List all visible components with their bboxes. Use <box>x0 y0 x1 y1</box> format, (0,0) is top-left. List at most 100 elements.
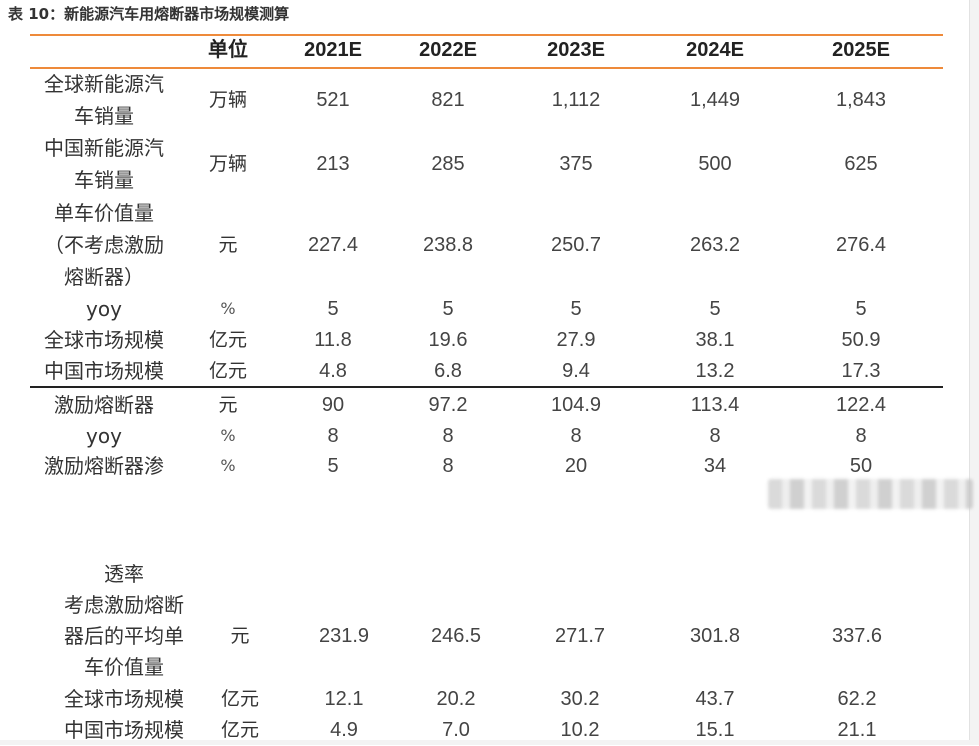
row-label: 激励熔断器渗 <box>44 454 164 478</box>
row-label: yoy <box>86 424 122 448</box>
table-cell: 97.2 <box>428 394 468 416</box>
table-cell: 8 <box>709 425 721 447</box>
table-cell: 301.8 <box>689 625 741 647</box>
table-cell: 50.9 <box>841 329 881 351</box>
table-cell: 8 <box>327 425 339 447</box>
table-cell: 43.7 <box>695 688 735 710</box>
table-cell: 27.9 <box>556 329 596 351</box>
table-cell: 104.9 <box>550 394 602 416</box>
row-label: 中国市场规模 <box>64 718 184 742</box>
row-unit: 元 <box>230 625 250 647</box>
table-cell: 8 <box>570 425 582 447</box>
table-cell: 19.6 <box>428 329 468 351</box>
table-cell: 38.1 <box>695 329 735 351</box>
table-cell: 276.4 <box>835 234 887 256</box>
row-label: 中国新能源汽 <box>44 136 164 160</box>
table-cell: 11.8 <box>314 329 352 351</box>
table-cell: 231.9 <box>318 625 370 647</box>
table-cell: 15.1 <box>695 719 735 741</box>
row-unit: 元 <box>218 394 238 416</box>
column-header-unit: 单位 <box>208 39 248 61</box>
table-cell: 8 <box>855 425 867 447</box>
table-cell: 5 <box>442 298 454 320</box>
watermark-blur <box>768 479 973 509</box>
row-label: yoy <box>86 297 122 321</box>
column-header-year: 2025E <box>832 39 890 61</box>
row-unit: 万辆 <box>208 153 248 175</box>
table-cell: 90 <box>321 394 345 416</box>
column-header-year: 2022E <box>419 39 477 61</box>
table-cell: 34 <box>703 455 727 477</box>
table-cell: 113.4 <box>690 394 740 416</box>
table-cell: 50 <box>849 455 873 477</box>
row-label: 车销量 <box>74 168 134 192</box>
table-cell: 625 <box>844 153 878 175</box>
table-cell: 521 <box>316 89 350 111</box>
table-title: 表 10：新能源汽车用熔断器市场规模测算 <box>8 5 290 23</box>
window-edge-right <box>969 0 979 745</box>
table-cell: 227.4 <box>307 234 359 256</box>
row-label: 全球新能源汽 <box>44 72 164 96</box>
table-cell: 4.9 <box>330 719 358 741</box>
row-unit: 元 <box>218 234 238 256</box>
table-cell: 1,112 <box>551 89 601 111</box>
row-label: 车销量 <box>74 104 134 128</box>
table-cell: 337.6 <box>831 625 883 647</box>
table-cell: 21.1 <box>837 719 877 741</box>
table-cell: 263.2 <box>689 234 741 256</box>
table-cell: 821 <box>431 89 465 111</box>
row-label: 全球市场规模 <box>64 687 184 711</box>
column-header-year: 2023E <box>547 39 605 61</box>
table-cell: 12.1 <box>324 688 364 710</box>
column-header-year: 2024E <box>686 39 744 61</box>
table-cell: 17.3 <box>841 360 881 382</box>
row-label: 透率 <box>104 562 144 586</box>
header-top-rule <box>30 34 943 36</box>
row-label: 考虑激励熔断 <box>64 593 184 617</box>
row-label: 中国市场规模 <box>44 359 164 383</box>
table-cell: 7.0 <box>442 719 470 741</box>
section-divider <box>30 386 943 388</box>
row-unit: 亿元 <box>208 360 248 382</box>
window-edge-bottom <box>0 740 979 745</box>
table-cell: 13.2 <box>695 360 735 382</box>
table-cell: 8 <box>442 425 454 447</box>
table-cell: 8 <box>442 455 454 477</box>
table-cell: 1,843 <box>835 89 887 111</box>
header-bottom-rule <box>30 67 943 69</box>
table-cell: 285 <box>431 153 465 175</box>
row-label: 器后的平均单 <box>64 624 184 648</box>
row-unit: 万辆 <box>208 89 248 111</box>
table-cell: 5 <box>709 298 721 320</box>
row-label: 全球市场规模 <box>44 328 164 352</box>
row-unit: 亿元 <box>220 719 260 741</box>
table-cell: 250.7 <box>550 234 602 256</box>
row-label: 车价值量 <box>84 655 164 679</box>
table-cell: 20.2 <box>436 688 476 710</box>
table-cell: 20 <box>564 455 588 477</box>
row-unit: 亿元 <box>208 329 248 351</box>
row-unit: % <box>220 426 236 445</box>
column-header-year: 2021E <box>304 39 362 61</box>
table-cell: 122.4 <box>835 394 887 416</box>
table-cell: 375 <box>559 153 593 175</box>
table-cell: 5 <box>327 298 339 320</box>
row-label: 熔断器） <box>64 265 144 289</box>
table-cell: 5 <box>327 455 339 477</box>
row-unit: % <box>220 299 236 318</box>
table-cell: 5 <box>570 298 582 320</box>
table-cell: 500 <box>698 153 732 175</box>
row-unit: % <box>220 456 236 475</box>
table-cell: 1,449 <box>689 89 741 111</box>
table-cell: 5 <box>855 298 867 320</box>
table-cell: 6.8 <box>434 360 462 382</box>
table-cell: 9.4 <box>562 360 590 382</box>
row-label: （不考虑激励 <box>44 233 164 257</box>
table-cell: 62.2 <box>837 688 877 710</box>
row-label: 单车价值量 <box>54 201 154 225</box>
table-cell: 30.2 <box>560 688 600 710</box>
table-cell: 271.7 <box>554 625 606 647</box>
table-cell: 238.8 <box>422 234 474 256</box>
row-label: 激励熔断器 <box>54 393 154 417</box>
row-unit: 亿元 <box>220 688 260 710</box>
